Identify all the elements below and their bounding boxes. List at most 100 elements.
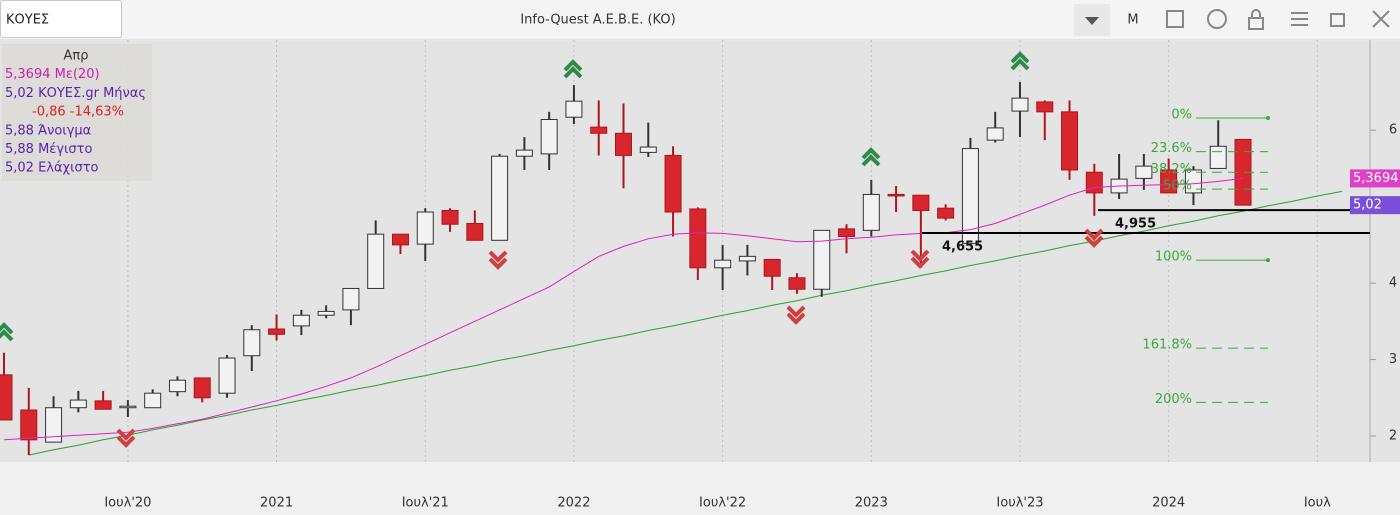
icon-panel[interactable] <box>1166 10 1184 28</box>
y-tick-label: 3 <box>1389 352 1397 367</box>
candle-body <box>961 148 979 244</box>
support-label: 4,655 <box>942 240 983 255</box>
candle-body <box>788 277 806 290</box>
legend-entry: 5,88 Μέγιστο <box>5 142 92 157</box>
icon-close[interactable] <box>1372 10 1390 28</box>
candle-body <box>1209 145 1227 169</box>
up-signal <box>563 59 583 79</box>
candle-body <box>986 127 1004 141</box>
x-tick-label: Ιουλ'21 <box>402 496 449 511</box>
candle-body <box>689 208 707 269</box>
candle-body <box>887 193 905 197</box>
x-tick-label: 2021 <box>260 496 293 511</box>
candle-body <box>491 155 509 241</box>
candle-body <box>342 287 360 311</box>
legend: Απρ 5,3694 Με(20) 5,02 ΚΟΥΕΣ.gr Μήνας -0,86… <box>5 49 146 176</box>
icon-lock-shackle <box>1251 9 1261 18</box>
toolbar-icons[interactable] <box>1166 9 1390 30</box>
candle-body <box>119 405 137 409</box>
marks: 4,655 4,955 0% 23.6% 38.2% 50% 100% 161.8% 200% 5… <box>0 82 1400 456</box>
price-badge-label: 5,3694 <box>1353 171 1399 186</box>
candle-body <box>590 126 608 134</box>
fib-dot <box>1266 115 1270 120</box>
legend-entry: -0,86 -14,63% <box>32 105 124 120</box>
fib-label: 50% <box>1163 179 1192 194</box>
candle-body <box>1184 169 1202 194</box>
candle-body <box>515 149 533 157</box>
x-tick-label: Ιουλ'20 <box>104 496 151 511</box>
dropdown-arrow <box>1085 17 1099 25</box>
down-signal <box>1084 228 1104 248</box>
candle-body <box>540 119 558 155</box>
candle-body <box>317 310 335 316</box>
candle-body <box>838 228 856 237</box>
fib-dot <box>1266 258 1270 263</box>
symbol-input[interactable] <box>0 0 122 38</box>
candle-body <box>639 146 657 153</box>
y-tick-label: 4 <box>1389 276 1397 291</box>
candle-body <box>218 357 236 394</box>
candle-body <box>738 255 756 262</box>
price-badge-label: 5,02 <box>1353 198 1382 213</box>
fib-label: 200% <box>1155 392 1192 407</box>
down-signal <box>910 249 930 269</box>
candle-body <box>367 233 385 289</box>
candle-body <box>912 194 930 211</box>
x-tick-label: Ιουλ'22 <box>699 496 746 511</box>
candle-body <box>466 222 484 241</box>
candle-body <box>69 399 87 409</box>
x-tick-label: 2023 <box>855 496 888 511</box>
icon-menu[interactable] <box>1291 12 1308 26</box>
candle-body <box>937 207 955 219</box>
legend-entry: 5,88 Άνοιγμα <box>5 123 91 138</box>
candle-body <box>813 229 831 290</box>
fib-label: 100% <box>1155 250 1192 265</box>
candle-body <box>1011 97 1029 112</box>
period-button[interactable]: M <box>1127 13 1138 28</box>
down-signal <box>488 250 508 270</box>
down-signal <box>786 305 806 325</box>
fib-label: 38.2% <box>1151 162 1192 177</box>
x-tick-label: Ιουλ <box>1304 496 1331 511</box>
moving-average <box>3 177 1244 441</box>
icon-restore[interactable] <box>1330 13 1345 27</box>
candle-body <box>1085 171 1103 194</box>
legend-entry: 5,3694 Με(20) <box>5 67 100 82</box>
candle-body <box>292 314 310 327</box>
candle-body <box>416 211 434 245</box>
candle-body <box>565 100 583 118</box>
candle-body <box>168 379 186 393</box>
candle-body <box>441 209 459 225</box>
fib-label: 161.8% <box>1142 338 1192 353</box>
up-signal <box>0 322 14 342</box>
icon-quote[interactable] <box>1207 9 1227 29</box>
toolbar <box>0 0 1400 40</box>
legend-box <box>2 44 152 181</box>
x-axis-strip <box>0 462 1400 515</box>
candle-body <box>268 328 286 335</box>
y-tick-label: 6 <box>1389 123 1397 138</box>
price-badge <box>1350 169 1400 188</box>
candle-body <box>763 258 781 277</box>
candle-body <box>243 329 261 357</box>
fib-label: 0% <box>1171 107 1192 122</box>
legend-entry: 5,02 Ελάχιστο <box>5 161 99 176</box>
candle-body <box>664 154 682 213</box>
candle-body <box>391 233 409 246</box>
x-tick-label: Ιουλ'23 <box>996 496 1043 511</box>
candle-body <box>1135 165 1153 179</box>
candle-body <box>862 193 880 231</box>
support-label: 4,955 <box>1115 217 1156 232</box>
x-tick-label: 2022 <box>557 496 590 511</box>
symbol: ΚΟΥΕΣ <box>6 13 49 28</box>
icon-lock[interactable] <box>1248 17 1264 30</box>
legend-entry: Απρ <box>64 49 89 64</box>
up-signal <box>1010 51 1030 71</box>
price-badge <box>1350 196 1400 215</box>
fib-label: 23.6% <box>1151 141 1192 156</box>
y-tick-label: 2 <box>1389 429 1397 444</box>
x-tick-label: 2024 <box>1152 496 1185 511</box>
candle-body <box>714 259 732 269</box>
